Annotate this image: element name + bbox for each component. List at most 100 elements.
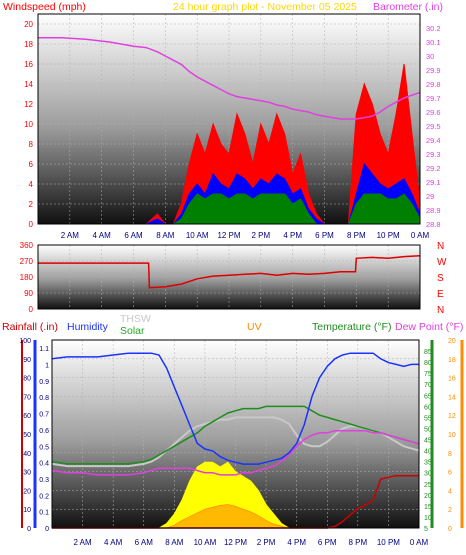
rain-tick-label: 0.5 — [39, 444, 49, 451]
climate-time-label: 12 PM — [224, 538, 247, 547]
wind-tick-label: 18 — [24, 40, 33, 49]
windspeed-title: Windspeed (mph) — [3, 1, 86, 13]
barometer-tick-label: 29.6 — [426, 108, 441, 117]
humidity-tick-label: 10 — [23, 507, 31, 514]
barometer-tick-label: 29.1 — [426, 178, 441, 187]
temperature-tick-label: 40 — [424, 449, 432, 456]
rain-tick-label: 0.6 — [39, 428, 49, 435]
rain-tick-label: 0.1 — [39, 510, 49, 517]
compass-label: W — [437, 257, 447, 268]
legend-temperature: Temperature (°F) — [312, 321, 391, 333]
uv-tick-label: 14 — [448, 394, 456, 401]
rain-tick-label: 0 — [45, 526, 49, 533]
climate-time-label: 6 PM — [318, 538, 337, 547]
rain-axis: 0 0.1 0.2 0.3 0.4 0.5 0.6 0.7 0.8 0.9 1 1.1 — [39, 346, 49, 533]
wind-time-label: 6 PM — [315, 231, 334, 240]
climate-legend: Rainfall (.in) Humidity THSW Solar UV Te… — [2, 313, 463, 337]
wind-tick-label: 0 — [29, 220, 34, 229]
temperature-line — [51, 405, 420, 465]
rain-tick-label: 0.8 — [39, 395, 49, 402]
temperature-tick-label: 70 — [424, 382, 432, 389]
uv-tick-label: 4 — [448, 488, 452, 495]
temperature-tick-label: 5 — [424, 526, 428, 533]
humidity-tick-label: 30 — [23, 470, 31, 477]
legend-solar: Solar — [120, 325, 145, 337]
temperature-tick-label: 80 — [424, 360, 432, 367]
temperature-tick-label: 20 — [424, 493, 432, 500]
climate-time-label: 10 AM — [194, 538, 217, 547]
temperature-tick-label: 45 — [424, 438, 432, 445]
humidity-tick-label: 0 — [27, 526, 31, 533]
direction-plot-series — [38, 254, 421, 289]
humidity-tick-label: 80 — [23, 376, 31, 383]
dewpoint-line — [51, 429, 420, 476]
humidity-tick-label: 20 — [23, 488, 31, 495]
direction-plot-frame — [37, 244, 421, 310]
barometer-tick-label: 30.2 — [426, 24, 441, 33]
barometer-tick-label: 29.7 — [426, 94, 441, 103]
direction-tick-label: 270 — [20, 257, 34, 266]
climate-time-axis: 2 AM 4 AM 6 AM 8 AM 10 AM 12 PM 2 PM 4 PM 6 PM 8 … — [73, 538, 428, 547]
barometer-tick-label: 28.9 — [426, 206, 441, 215]
humidity-tick-label: 60 — [23, 413, 31, 420]
rain-tick-label: 0.4 — [39, 461, 49, 468]
rain-tick-label: 1 — [45, 363, 49, 370]
barometer-tick-label: 29.9 — [426, 66, 441, 75]
wind-time-label: 10 PM — [377, 231, 400, 240]
temperature-tick-label: 50 — [424, 426, 432, 433]
uv-tick-label: 0 — [448, 526, 452, 533]
barometer-tick-label: 28.8 — [426, 220, 441, 229]
rain-tick-label: 0.2 — [39, 493, 49, 500]
rain-tick-label: 0.3 — [39, 477, 49, 484]
climate-time-label: 0 AM — [410, 538, 429, 547]
rain-tick-label: 0.7 — [39, 412, 49, 419]
climate-plot-frame — [51, 339, 420, 529]
temperature-tick-label: 15 — [424, 504, 432, 511]
climate-time-label: 6 AM — [135, 538, 154, 547]
wind-time-label: 10 AM — [186, 231, 209, 240]
humidity-tick-label: 100 — [19, 338, 31, 345]
uv-tick-label: 2 — [448, 507, 452, 514]
temperature-tick-label: 25 — [424, 482, 432, 489]
gust-area — [38, 162, 421, 225]
wind-time-label: 12 PM — [217, 231, 240, 240]
humidity-axis: 0 10 20 30 40 50 60 70 80 90 100 — [19, 338, 31, 533]
wind-tick-label: 16 — [24, 60, 33, 69]
barometer-axis: 28.8 28.9 29 29.1 29.2 29.3 29.4 29.5 29.6 29.7 29… — [426, 24, 441, 229]
barometer-tick-label: 29 — [426, 192, 434, 201]
rain-tick-label: 1.1 — [39, 346, 49, 353]
direction-tick-label: 90 — [24, 289, 33, 298]
uv-tick-label: 16 — [448, 376, 456, 383]
wind-plot-frame — [37, 13, 421, 225]
climate-time-label: 8 AM — [165, 538, 184, 547]
uv-tick-label: 8 — [448, 451, 452, 458]
compass-label: S — [437, 273, 444, 284]
compass-label: N — [437, 305, 444, 316]
barometer-line — [38, 37, 421, 120]
temperature-tick-label: 30 — [424, 471, 432, 478]
climate-time-label: 8 PM — [348, 538, 367, 547]
temperature-tick-label: 35 — [424, 460, 432, 467]
wind-time-label: 8 AM — [156, 231, 175, 240]
humidity-line — [51, 352, 419, 465]
wind-time-label: 4 PM — [283, 231, 302, 240]
wind-tick-label: 12 — [24, 100, 33, 109]
legend-rainfall: Rainfall (.in) — [2, 321, 58, 333]
wind-time-label: 2 AM — [61, 231, 80, 240]
uv-tick-label: 12 — [448, 413, 456, 420]
direction-tick-label: 0 — [29, 305, 34, 314]
wind-tick-label: 14 — [24, 80, 33, 89]
wind-time-label: 0 AM — [411, 231, 430, 240]
wind-time-label: 8 PM — [347, 231, 366, 240]
uv-tick-label: 6 — [448, 470, 452, 477]
legend-humidity: Humidity — [67, 321, 109, 333]
barometer-tick-label: 30.1 — [426, 38, 441, 47]
climate-time-label: 4 PM — [287, 538, 306, 547]
wind-tick-label: 6 — [29, 160, 34, 169]
humidity-tick-label: 50 — [23, 432, 31, 439]
uv-tick-label: 10 — [448, 432, 456, 439]
wind-tick-label: 2 — [29, 200, 34, 209]
temperature-axis: 5 10 15 20 25 30 35 40 45 50 55 60 65 70 75 80 85 — [424, 349, 432, 533]
